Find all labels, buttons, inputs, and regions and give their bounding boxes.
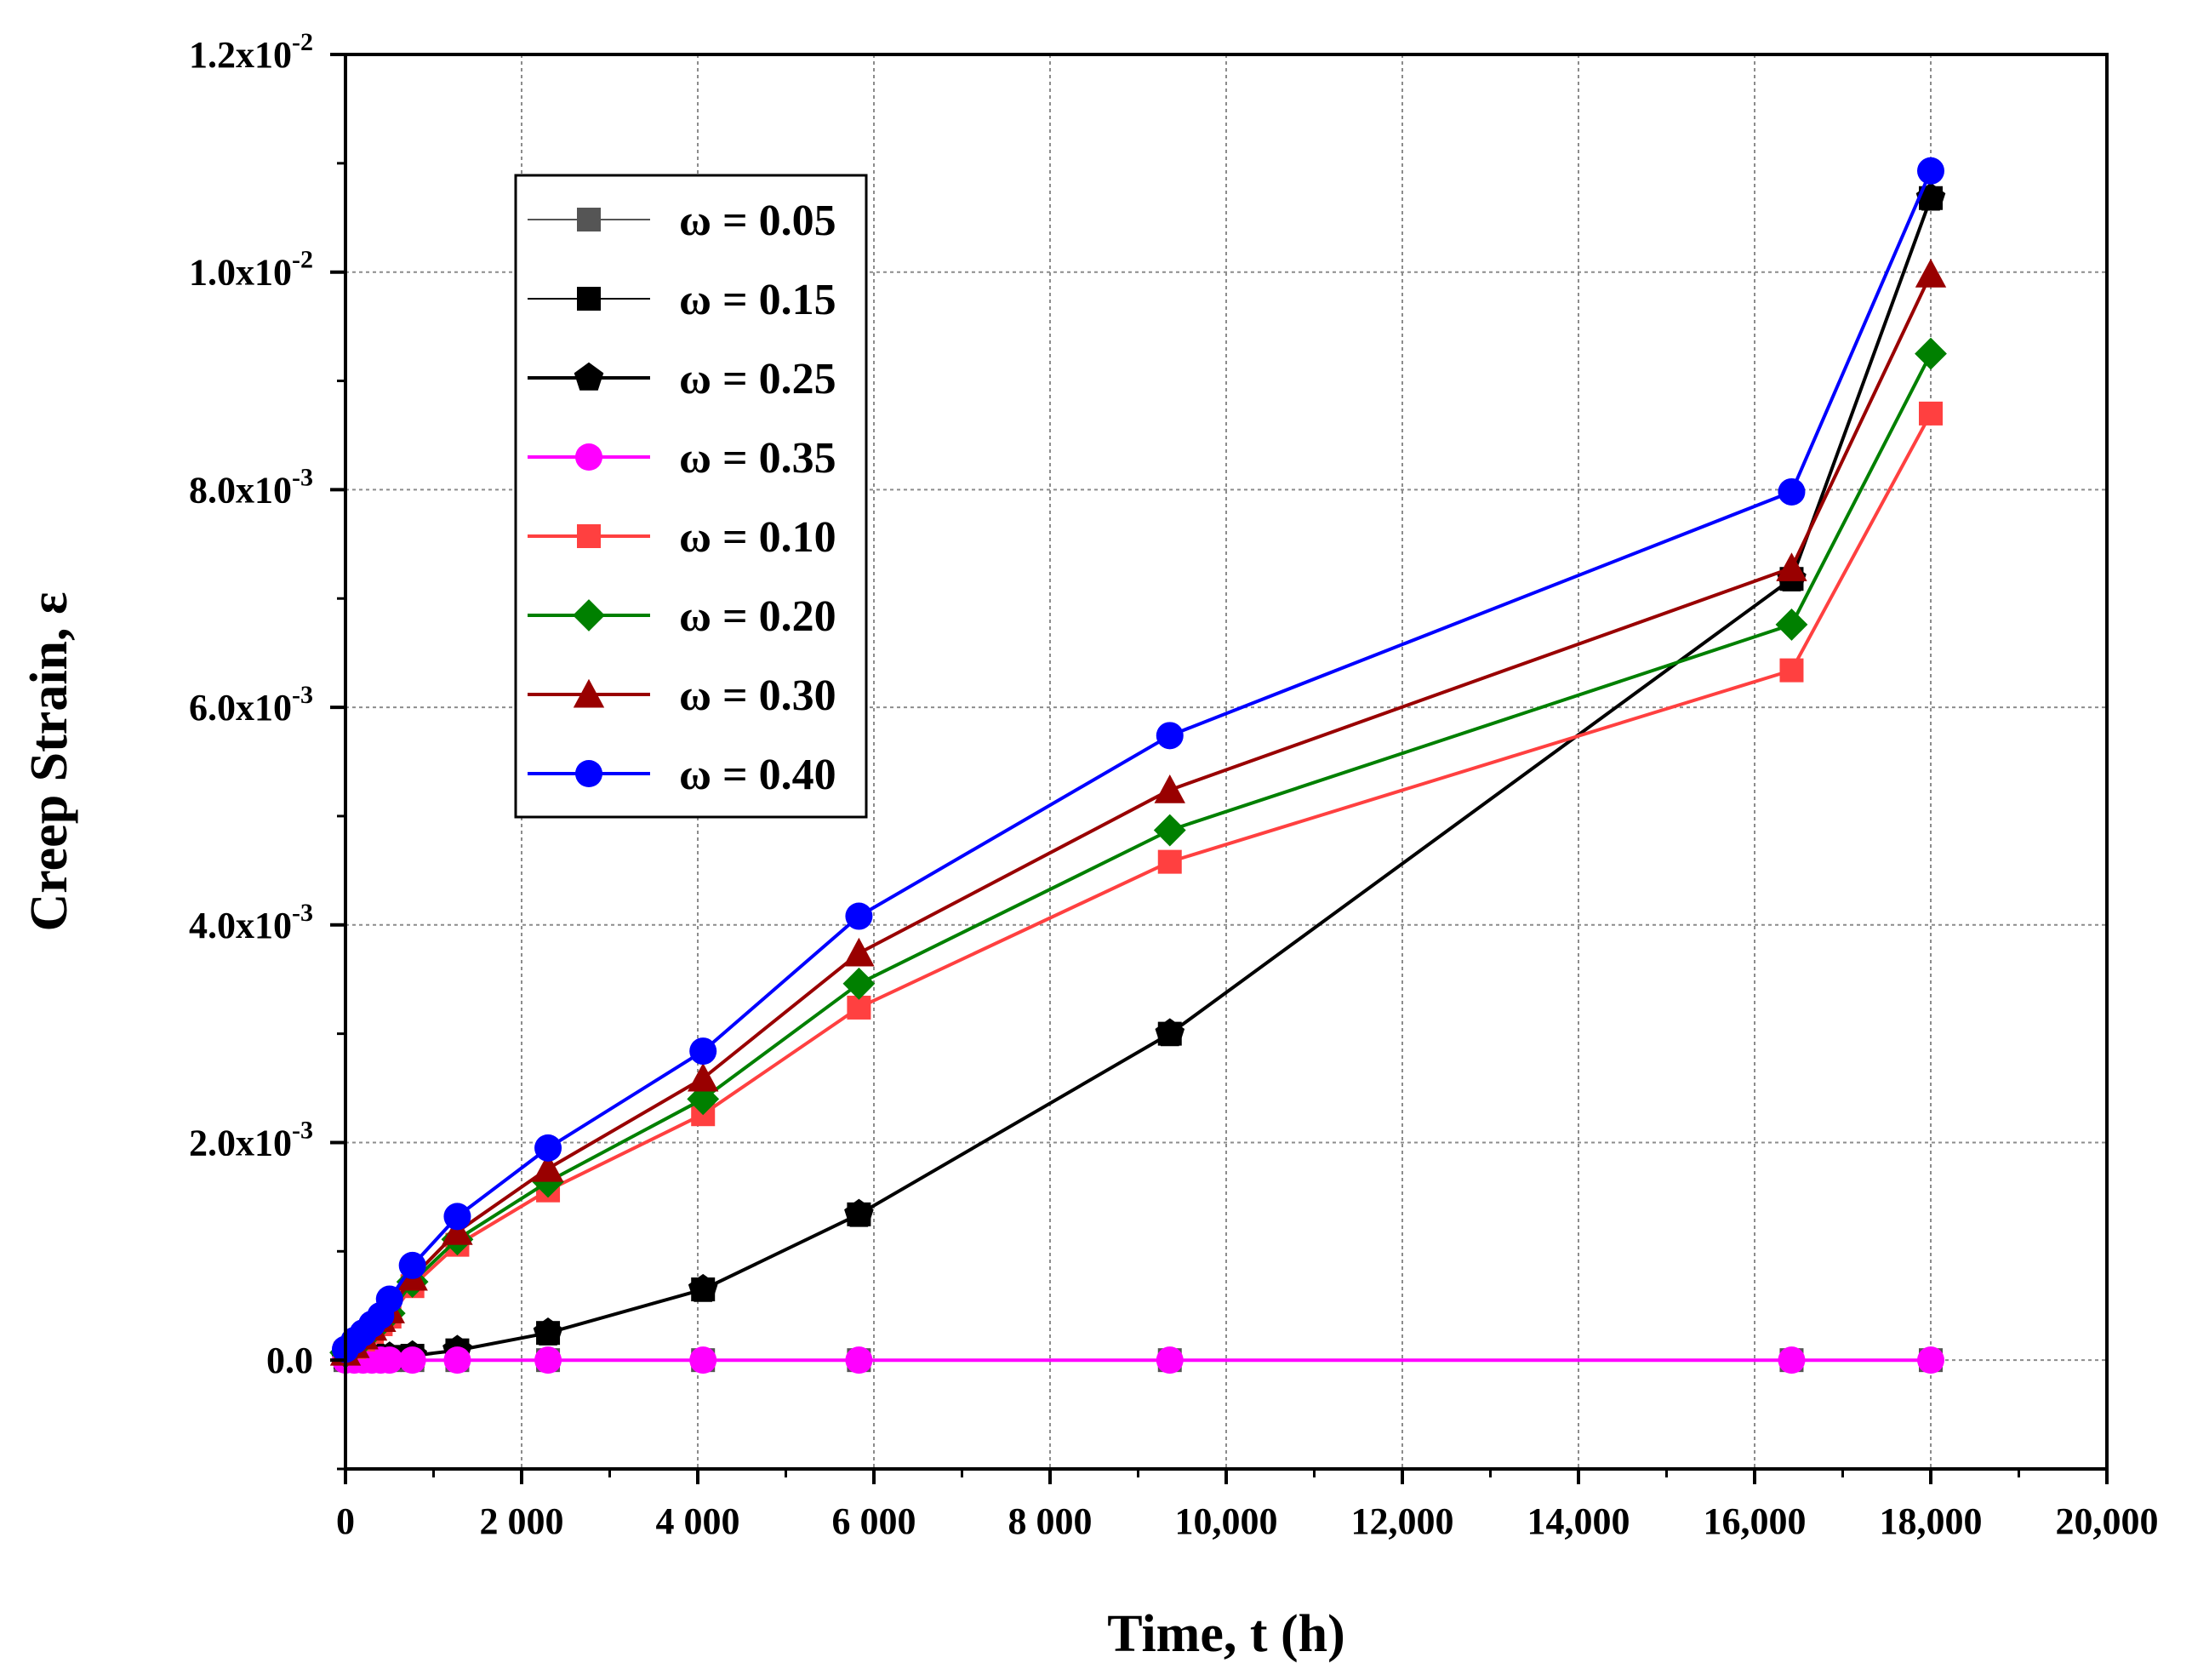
data-point — [688, 1273, 718, 1302]
legend: ω = 0.05 ω = 0.15 ω = 0.25 ω = 0.35 ω = 0.10… — [514, 174, 868, 819]
legend-marker — [577, 208, 601, 231]
data-point — [1917, 1346, 1944, 1374]
y-tick-label: 1.0x10-2 — [189, 246, 313, 294]
x-axis-title: Time, t (h) — [1107, 1605, 1345, 1663]
data-point — [443, 1203, 471, 1231]
data-point — [842, 967, 876, 1000]
y-tick-label: 8.0x10-3 — [189, 463, 313, 511]
data-point — [398, 1346, 426, 1374]
legend-marker — [577, 524, 601, 548]
y-tick-label: 0.0 — [266, 1340, 313, 1381]
data-point — [1155, 1018, 1185, 1047]
legend-entry: ω = 0.35 — [679, 434, 836, 483]
data-point — [443, 1346, 471, 1374]
data-point — [1915, 337, 1947, 370]
x-tick-label: 12,000 — [1351, 1500, 1454, 1542]
legend-marker — [573, 678, 605, 708]
data-point — [375, 1285, 403, 1313]
data-point — [1775, 609, 1808, 641]
legend-entry: ω = 0.30 — [679, 671, 836, 720]
data-point — [1776, 552, 1807, 581]
legend-entry: ω = 0.20 — [679, 592, 836, 641]
data-point — [442, 1216, 473, 1245]
data-point — [1778, 1346, 1806, 1374]
y-tick-label: 4.0x10-3 — [189, 899, 313, 946]
x-tick-label: 2 000 — [480, 1500, 564, 1542]
y-tick-label: 6.0x10-3 — [189, 681, 313, 729]
x-tick-label: 14,000 — [1527, 1500, 1630, 1542]
x-tick-label: 8 000 — [1008, 1500, 1093, 1542]
data-point — [1919, 401, 1943, 426]
data-point — [1157, 849, 1182, 874]
data-point — [843, 937, 875, 967]
legend-marker — [574, 362, 604, 391]
legend-entry: ω = 0.05 — [679, 197, 836, 245]
x-tick-label: 20,000 — [2056, 1500, 2159, 1542]
legend-marker — [573, 599, 605, 631]
data-point — [845, 1346, 873, 1374]
data-point — [1156, 1346, 1184, 1374]
data-point — [689, 1037, 717, 1066]
y-axis-title: Creep Strain, ε — [20, 591, 78, 931]
data-point — [1154, 774, 1185, 803]
data-point — [375, 1346, 403, 1374]
ticks: 0 2 000 4 000 6 000 8 000 10,000 12,000 14,000 1… — [189, 28, 2159, 1542]
x-tick-label: 16,000 — [1704, 1500, 1807, 1542]
legend-entry: ω = 0.25 — [679, 355, 836, 403]
data-point — [688, 1062, 719, 1092]
data-point — [1778, 477, 1806, 506]
legend-marker — [575, 443, 602, 471]
legend-marker — [577, 287, 601, 311]
data-point — [398, 1251, 426, 1279]
x-tick-label: 0 — [336, 1500, 355, 1542]
data-point — [1915, 259, 1947, 288]
legend-entry: ω = 0.15 — [679, 276, 836, 324]
data-point — [844, 1198, 874, 1227]
legend-entry: ω = 0.40 — [679, 751, 836, 799]
legend-box — [514, 174, 868, 819]
y-tick-label: 1.2x10-2 — [189, 28, 313, 76]
data-point — [534, 1134, 562, 1162]
data-point — [1779, 658, 1804, 683]
y-tick-label: 2.0x10-3 — [189, 1116, 313, 1163]
series-layer — [329, 157, 1947, 1374]
x-tick-label: 18,000 — [1880, 1500, 1983, 1542]
data-point — [1153, 814, 1186, 847]
x-tick-label: 10,000 — [1175, 1500, 1278, 1542]
x-tick-label: 4 000 — [656, 1500, 740, 1542]
data-point — [532, 1152, 564, 1182]
data-point — [1917, 157, 1944, 185]
data-point — [687, 1083, 720, 1116]
legend-marker — [575, 760, 602, 787]
data-point — [534, 1346, 562, 1374]
series-7 — [332, 157, 1944, 1363]
x-tick-label: 6 000 — [832, 1500, 916, 1542]
data-point — [533, 1317, 563, 1346]
data-point — [689, 1346, 717, 1374]
legend-entry: ω = 0.10 — [679, 513, 836, 562]
data-point — [845, 902, 873, 930]
data-point — [1156, 722, 1184, 750]
